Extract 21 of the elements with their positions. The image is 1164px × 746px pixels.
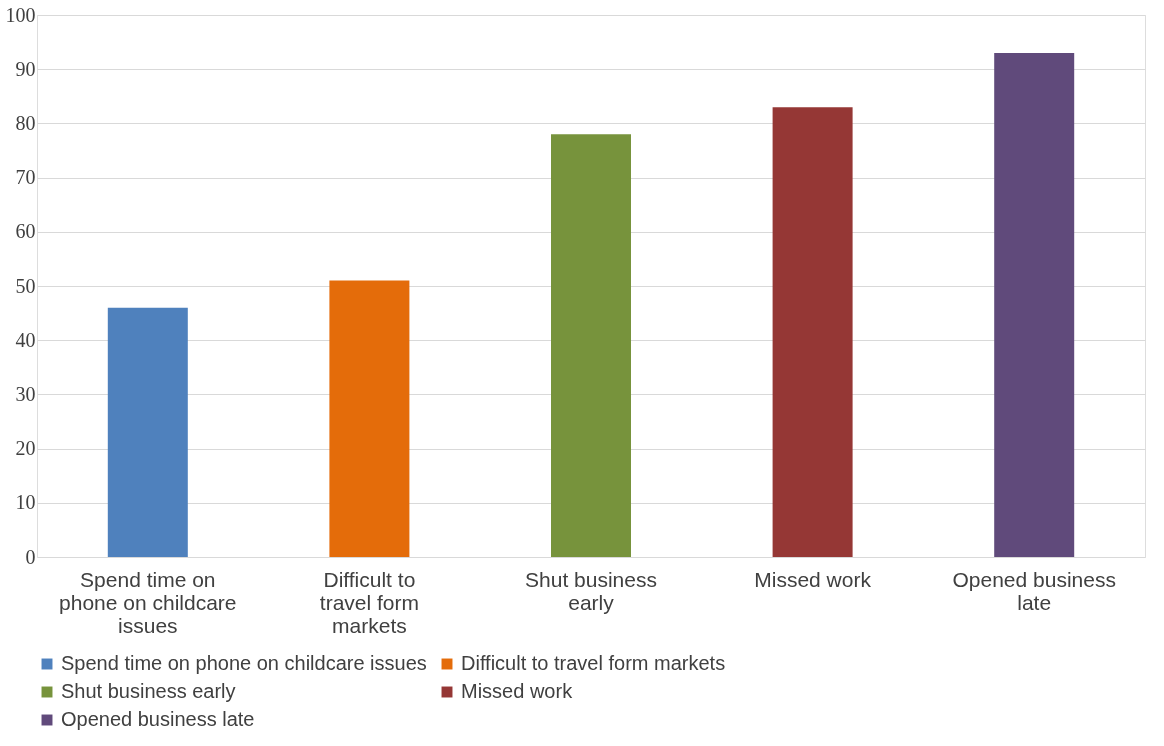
x-tick-label: Difficult to travel form markets — [319, 567, 419, 637]
legend-label: Opened business late — [61, 708, 255, 730]
x-tick-label: Missed work — [754, 567, 872, 591]
x-tick-label: Shut business early — [525, 567, 657, 614]
y-tick-label: 50 — [15, 274, 36, 297]
y-tick-label: 40 — [15, 328, 36, 351]
legend-label: Missed work — [461, 680, 574, 702]
y-tick-label: 80 — [15, 111, 36, 134]
legend-label: Spend time on phone on childcare issues — [61, 652, 427, 674]
y-tick-label: 20 — [15, 437, 36, 460]
y-tick-label: 90 — [15, 57, 36, 80]
y-tick-label: 0 — [25, 545, 36, 568]
x-tick-label: Opened business late — [952, 567, 1116, 614]
legend-label: Difficult to travel form markets — [461, 652, 726, 674]
y-tick-label: 100 — [5, 3, 36, 26]
legend-label: Shut business early — [61, 680, 236, 702]
y-tick-label: 30 — [15, 382, 36, 405]
x-tick-label: Spend time on phone on childcare issues — [59, 567, 237, 637]
y-tick-label: 70 — [15, 166, 36, 189]
y-tick-label: 10 — [15, 491, 36, 514]
y-tick-label: 60 — [15, 220, 36, 243]
